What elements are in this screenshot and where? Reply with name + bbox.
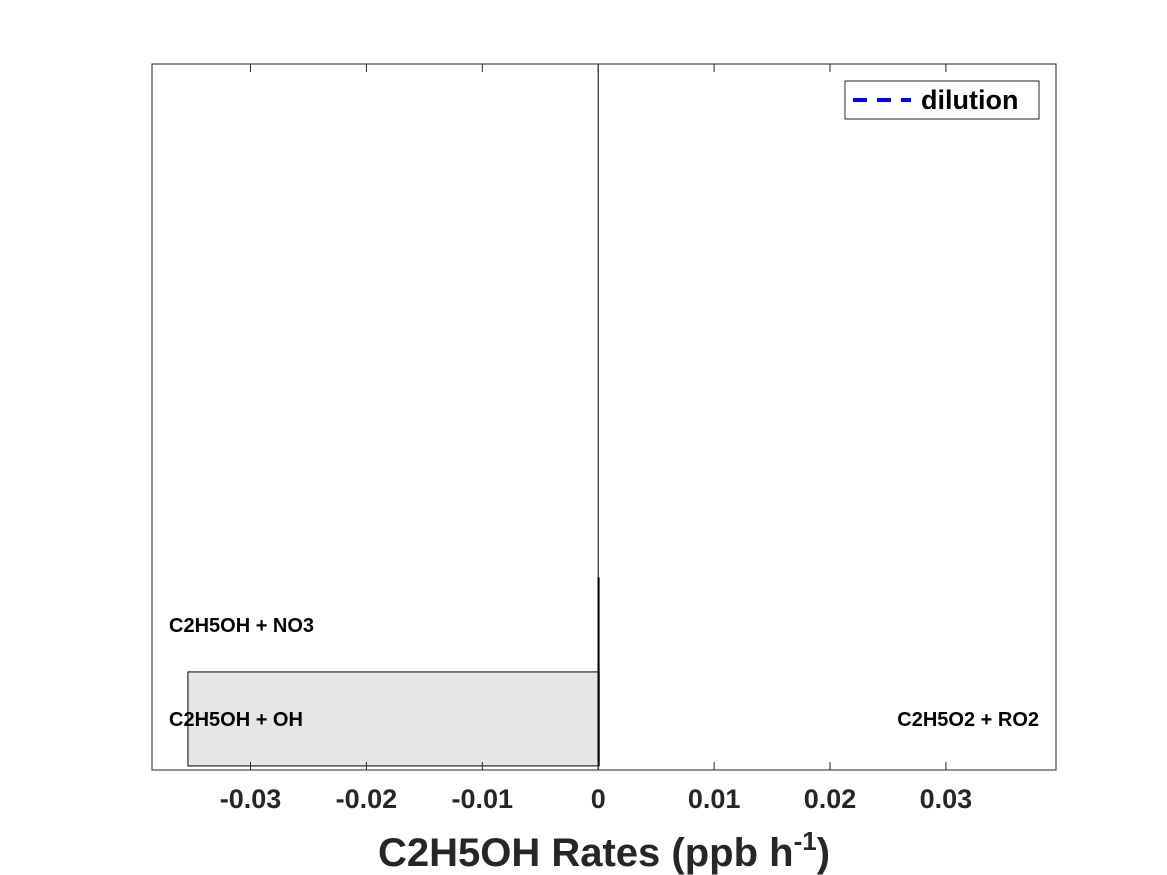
axes-box [151, 63, 1057, 771]
bar-label-2: C2H5O2 + RO2 [897, 709, 1039, 731]
bars-layer [187, 577, 600, 767]
x-tick-label-7: 0.03 [920, 784, 973, 814]
x-tick-label-3: -0.01 [452, 784, 514, 814]
x-axis-title: C2H5OH Rates (ppb h-1) [378, 826, 830, 875]
x-tick-label-6: 0.02 [804, 784, 857, 814]
bar-1 [187, 671, 599, 767]
bar-label-3: C2H5OH + NO3 [169, 615, 314, 637]
bar-labels-layer: C2H5OH + OH C2H5O2 + RO2 C2H5OH + NO3 [169, 615, 1039, 731]
x-tick-label-2: -0.02 [336, 784, 398, 814]
bar-label-1: C2H5OH + OH [169, 709, 303, 731]
legend-label-dilution: dilution [921, 85, 1018, 115]
x-axis-title-close: ) [817, 831, 830, 875]
x-axis-title-superscript: -1 [794, 826, 817, 856]
legend: dilution [844, 80, 1040, 120]
ticks-layer: -0.03 -0.02 -0.01 0 0.01 0.02 0.03 [220, 64, 972, 814]
x-axis-title-main: C2H5OH Rates (ppb h [378, 831, 794, 875]
x-tick-label-5: 0.01 [688, 784, 741, 814]
x-tick-label-4: 0 [591, 784, 606, 814]
x-tick-label-1: -0.03 [220, 784, 282, 814]
